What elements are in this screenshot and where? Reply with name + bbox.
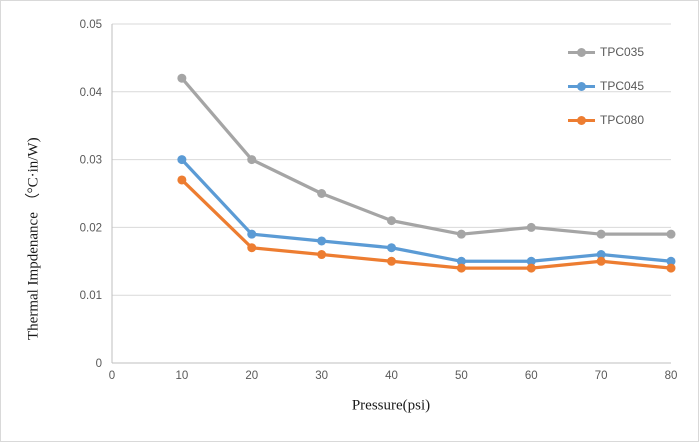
legend-marker-icon (577, 115, 586, 125)
series-marker-TPC035 (596, 229, 606, 239)
legend-item-TPC080: TPC080 (568, 109, 644, 131)
y-tick-label: 0 (96, 358, 102, 370)
x-tick-label: 10 (175, 370, 188, 382)
y-tick-label: 0.05 (80, 19, 102, 31)
series-marker-TPC035 (456, 229, 466, 239)
series-marker-TPC080 (387, 256, 396, 266)
x-tick-label: 40 (385, 370, 398, 382)
x-tick-label: 50 (455, 370, 468, 382)
series-marker-TPC080 (177, 175, 187, 185)
series-marker-TPC035 (526, 222, 536, 232)
series-marker-TPC045 (177, 155, 187, 165)
series-marker-TPC080 (526, 263, 536, 273)
series-marker-TPC035 (247, 155, 257, 165)
series-marker-TPC045 (247, 229, 257, 239)
series-marker-TPC045 (596, 250, 606, 260)
y-tick-label: 0.01 (80, 290, 102, 302)
series-line-TPC045 (180, 157, 673, 263)
legend-item-TPC035: TPC035 (568, 41, 644, 63)
legend: TPC035 TPC045 TPC080 (568, 41, 644, 131)
series-marker-TPC080 (666, 263, 676, 273)
series-marker-TPC035 (666, 229, 676, 239)
legend-marker-icon (577, 81, 586, 91)
series-marker-TPC080 (317, 250, 327, 260)
legend-marker-icon (577, 47, 586, 57)
legend-line-icon (568, 115, 595, 125)
series-marker-TPC080 (596, 256, 606, 266)
series-marker-TPC080 (247, 243, 257, 253)
legend-label: TPC035 (600, 45, 645, 59)
legend-line-icon (568, 81, 595, 91)
y-tick-label: 0.03 (80, 155, 102, 167)
series-marker-TPC045 (456, 256, 466, 266)
series-marker-TPC045 (317, 236, 327, 246)
x-tick-label: 30 (315, 370, 328, 382)
series-marker-TPC045 (666, 256, 676, 266)
y-tick-label: 0.04 (80, 87, 103, 99)
y-axis-title: Thermal Impdenance （°C·in/W) (25, 137, 42, 341)
legend-label: TPC045 (600, 79, 645, 93)
series-line-TPC035 (180, 76, 673, 236)
legend-line-icon (568, 47, 595, 57)
series-marker-TPC045 (387, 243, 396, 253)
series-marker-TPC080 (456, 263, 466, 273)
x-tick-label: 80 (665, 370, 678, 382)
series-marker-TPC035 (387, 216, 396, 226)
series-marker-TPC035 (177, 73, 187, 83)
series-line-TPC080 (180, 178, 673, 270)
x-tick-label: 20 (245, 370, 258, 382)
legend-label: TPC080 (600, 113, 645, 127)
series-marker-TPC045 (526, 256, 536, 266)
x-tick-label: 0 (109, 370, 115, 382)
x-axis-title: Pressure(psi) (351, 397, 431, 414)
legend-item-TPC045: TPC045 (568, 75, 644, 97)
y-tick-label: 0.02 (80, 222, 102, 234)
series-marker-TPC035 (317, 189, 327, 198)
x-tick-label: 60 (525, 370, 538, 382)
x-tick-label: 70 (595, 370, 608, 382)
